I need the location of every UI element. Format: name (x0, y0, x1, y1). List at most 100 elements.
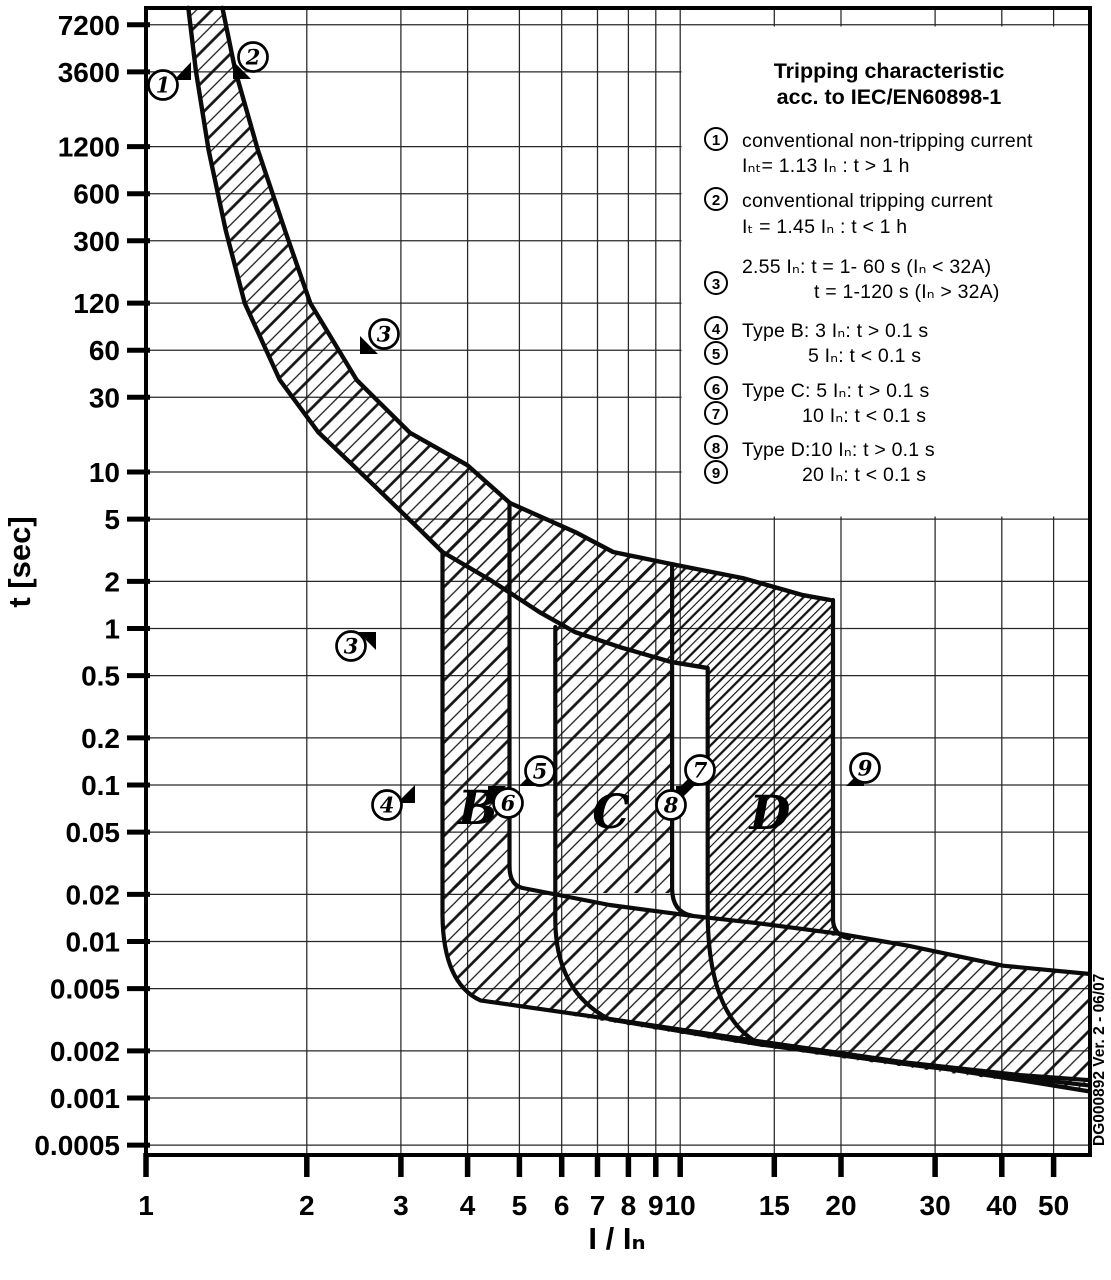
y-tick-label-10: 10 (89, 457, 120, 488)
x-axis-title: I / Iₙ (588, 1221, 645, 1256)
legend-item-1-line1: conventional non-tripping current (742, 130, 1033, 152)
legend-marker-4: 4 (704, 316, 728, 340)
y-tick-label-5: 5 (104, 504, 120, 535)
chart-marker-3: 3 (335, 630, 376, 662)
y-tick-label-0.5: 0.5 (81, 661, 120, 692)
marker-circle (849, 752, 881, 784)
legend-item-6-line1: Type C: 5 Iₙ: t > 0.1 s (742, 380, 930, 402)
marker-circle (147, 69, 179, 101)
x-tick-label-1: 1 (138, 1190, 154, 1221)
legend-marker-3: 3 (704, 271, 728, 295)
x-tick-label-2: 2 (299, 1190, 315, 1221)
legend-item-3-line2: t = 1-120 s (Iₙ > 32A) (814, 281, 1000, 303)
legend-marker-9: 9 (704, 460, 728, 484)
type-d-band-fill (671, 564, 849, 939)
y-tick-label-300: 300 (73, 226, 120, 257)
legend-item-7-line1: 10 Iₙ: t < 0.1 s (802, 405, 927, 427)
y-tick-label-3600: 3600 (58, 57, 120, 88)
y-tick-label-0.001: 0.001 (50, 1083, 120, 1114)
legend-marker-5: 5 (704, 341, 728, 365)
curve-type-b-min (440, 549, 1093, 1083)
y-tick-label-0.02: 0.02 (66, 879, 121, 910)
legend-item-9-line1: 20 Iₙ: t < 0.1 s (802, 464, 927, 486)
legend-item-4-line1: Type B: 3 Iₙ: t > 0.1 s (742, 320, 929, 342)
legend-item-2-line2: Iₜ = 1.45 Iₙ : t < 1 h (742, 216, 908, 238)
type-b-band-fill (442, 505, 510, 888)
x-tick-label-6: 6 (554, 1190, 570, 1221)
type-c-band-fill (555, 566, 673, 893)
instantaneous-band-fill (442, 866, 1090, 1092)
y-axis-title: t [sec] (2, 516, 37, 607)
marker-digit: 5 (533, 759, 548, 784)
marker-digit: 3 (344, 634, 359, 659)
curve-instantaneous-top (507, 863, 1093, 977)
chart-marker-8: 8 (655, 786, 694, 821)
chart-marker-7: 7 (681, 754, 716, 786)
curve-type-c-max-edge (670, 561, 694, 918)
chart-marker-5: 5 (519, 755, 556, 787)
y-tick-label-0.0005: 0.0005 (34, 1130, 120, 1161)
legend-item-8-line1: Type D:10 Iₙ: t > 0.1 s (742, 439, 935, 461)
x-tick-label-20: 20 (825, 1190, 856, 1221)
marker-digit: 9 (858, 756, 873, 781)
curve-letter-C: C (592, 785, 629, 840)
legend-box: Tripping characteristic acc. to IEC/EN60… (690, 40, 1088, 518)
x-tick-label-7: 7 (590, 1190, 606, 1221)
x-tick-label-9: 9 (648, 1190, 664, 1221)
marker-flag-icon (360, 336, 378, 354)
marker-circle (492, 787, 524, 819)
x-tick-label-30: 30 (920, 1190, 951, 1221)
marker-digit: 3 (377, 322, 392, 347)
chart-marker-3: 3 (360, 318, 400, 354)
curve-upper-tripping-limit (220, 5, 833, 603)
x-tick-label-50: 50 (1038, 1190, 1069, 1221)
marker-digit: 7 (693, 758, 708, 783)
y-tick-label-0.01: 0.01 (66, 927, 121, 958)
chart-marker-1: 1 (147, 62, 191, 101)
marker-circle (524, 755, 556, 787)
y-tick-label-120: 120 (73, 288, 120, 319)
y-tick-label-0.002: 0.002 (50, 1036, 120, 1067)
legend-marker-6: 6 (704, 376, 728, 400)
legend-marker-7: 7 (704, 401, 728, 425)
curve-lower-tripping-limit (186, 5, 710, 671)
y-tick-label-0.2: 0.2 (81, 723, 120, 754)
legend-title-line2: acc. to IEC/EN60898-1 (776, 85, 1002, 109)
x-tick-label-4: 4 (460, 1190, 476, 1221)
x-tick-label-3: 3 (393, 1190, 409, 1221)
chart-marker-6: 6 (488, 786, 524, 819)
document-number-note: DG000892 Ver. 2 - 06/07 (1091, 974, 1108, 1146)
marker-circle (684, 754, 716, 786)
y-tick-label-30: 30 (89, 382, 120, 413)
x-tick-label-15: 15 (759, 1190, 790, 1221)
y-tick-label-1200: 1200 (58, 132, 120, 163)
curve-type-d-max-edge (830, 597, 852, 941)
y-tick-label-1: 1 (104, 614, 120, 645)
legend-marker-8: 8 (704, 435, 728, 459)
marker-circle (237, 41, 269, 73)
marker-circle (335, 630, 367, 662)
ticks: 7200360012006003001206030105210.50.20.10… (34, 10, 1069, 1221)
marker-circle (371, 789, 403, 821)
legend-item-2-line1: conventional tripping current (742, 190, 993, 212)
y-tick-label-7200: 7200 (58, 10, 120, 41)
chart-marker-2: 2 (233, 41, 269, 79)
legend-marker-1: 1 (704, 127, 728, 151)
curve-letter-D: D (748, 786, 791, 841)
y-tick-label-0.005: 0.005 (50, 974, 120, 1005)
chart-marker-9: 9 (846, 752, 881, 786)
marker-flag-icon (397, 785, 415, 803)
y-tick-label-60: 60 (89, 335, 120, 366)
marker-circle (655, 789, 687, 821)
y-tick-label-0.1: 0.1 (81, 770, 120, 801)
legend-backdrop (681, 26, 1088, 517)
y-tick-label-2: 2 (104, 566, 120, 597)
marker-flag-icon (174, 62, 191, 80)
x-tick-label-5: 5 (512, 1190, 528, 1221)
legend-marker-2: 2 (704, 187, 728, 211)
marker-flag-icon (233, 61, 251, 79)
curve-type-c-min (553, 624, 1093, 1088)
marker-digit: 1 (156, 73, 171, 98)
